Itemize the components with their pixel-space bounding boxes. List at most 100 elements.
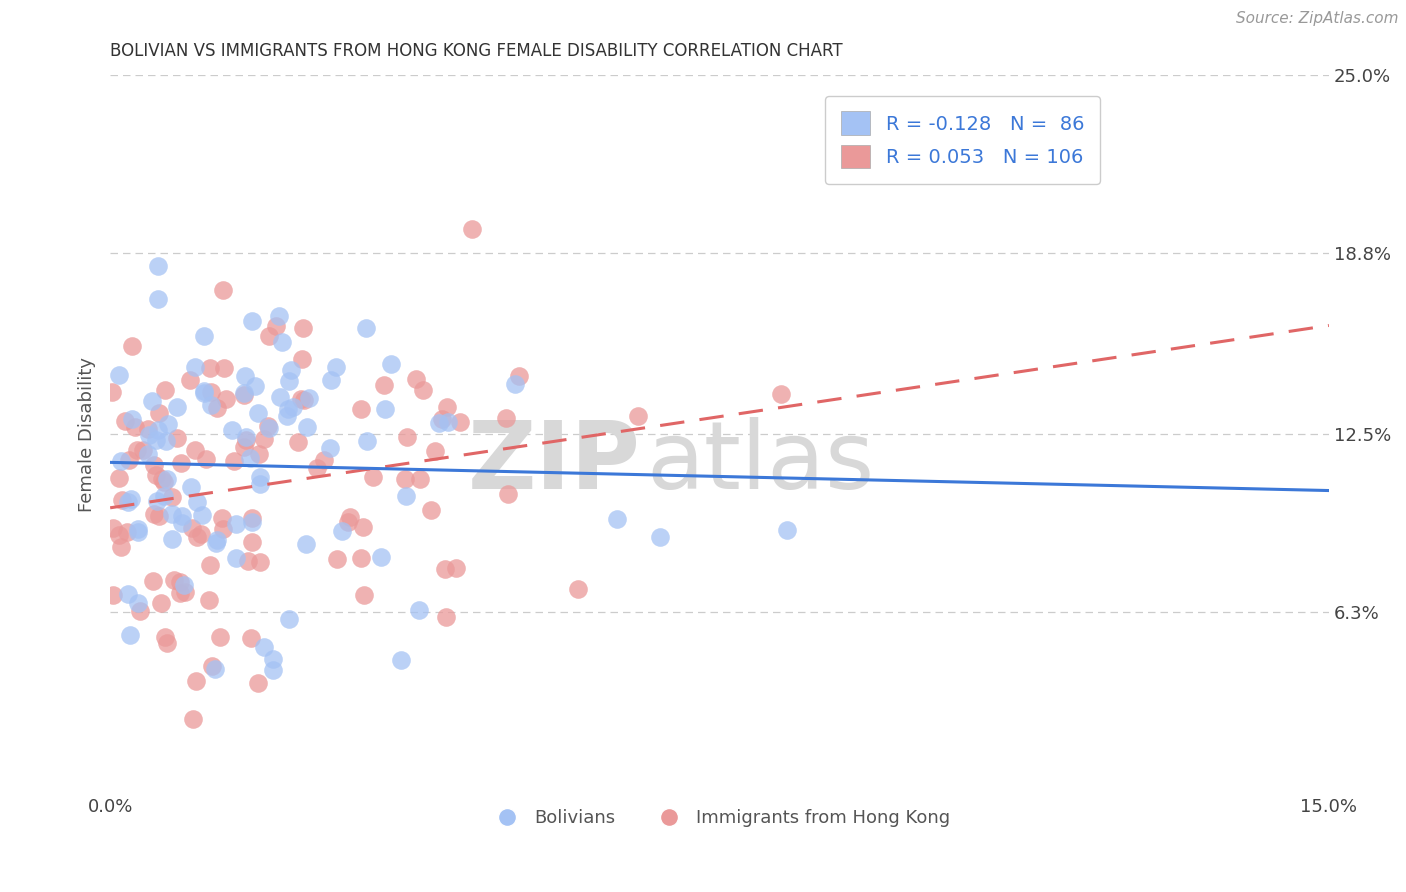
Point (155, 434, 177, 448)
Point (169, 586, 191, 600)
Point (495, 410, 517, 425)
Point (290, 352, 312, 367)
Point (170, 516, 193, 531)
Point (148, 292, 170, 306)
Point (319, 442, 342, 456)
Point (153, 475, 176, 490)
Point (252, 432, 274, 446)
Point (181, 712, 204, 726)
Point (225, 517, 247, 532)
Point (132, 442, 155, 457)
Point (307, 461, 329, 475)
Point (330, 524, 353, 539)
Point (770, 386, 793, 401)
Point (235, 430, 257, 444)
Point (208, 630, 231, 644)
Point (204, 662, 226, 676)
Point (190, 526, 212, 541)
Point (200, 361, 222, 376)
Point (238, 554, 260, 568)
Point (606, 512, 628, 526)
Point (115, 524, 138, 539)
Point (356, 434, 378, 448)
Point (114, 414, 136, 428)
Point (295, 536, 318, 550)
Point (336, 516, 359, 530)
Point (117, 494, 139, 508)
Point (148, 508, 170, 523)
Point (193, 384, 215, 398)
Point (264, 318, 287, 333)
Point (235, 433, 257, 447)
Point (174, 585, 197, 599)
Point (281, 400, 304, 414)
Point (205, 535, 228, 549)
Point (259, 329, 281, 343)
Point (107, 528, 129, 542)
Point (127, 522, 149, 536)
Point (152, 472, 174, 486)
Point (245, 378, 267, 392)
Point (326, 551, 349, 566)
Point (233, 368, 256, 383)
Point (567, 582, 589, 596)
Point (186, 495, 208, 509)
Point (211, 511, 233, 525)
Y-axis label: Female Disability: Female Disability (79, 357, 96, 512)
Point (240, 511, 263, 525)
Point (170, 457, 193, 471)
Point (496, 486, 519, 500)
Point (269, 309, 291, 323)
Point (353, 588, 375, 602)
Point (152, 489, 174, 503)
Point (166, 401, 188, 415)
Point (246, 406, 269, 420)
Point (160, 507, 183, 521)
Point (295, 420, 318, 434)
Point (191, 508, 214, 522)
Point (405, 372, 427, 386)
Point (430, 412, 453, 426)
Point (207, 533, 229, 547)
Point (180, 521, 202, 535)
Text: ZIP: ZIP (467, 417, 640, 509)
Point (222, 453, 245, 467)
Point (350, 551, 373, 566)
Point (262, 663, 284, 677)
Point (249, 476, 271, 491)
Point (155, 630, 177, 644)
Point (353, 520, 375, 534)
Point (200, 385, 222, 400)
Point (118, 628, 141, 642)
Point (193, 385, 215, 400)
Point (148, 423, 170, 437)
Point (292, 321, 315, 335)
Point (205, 401, 228, 416)
Point (157, 417, 180, 431)
Point (325, 359, 347, 374)
Point (257, 419, 280, 434)
Point (160, 533, 183, 547)
Point (212, 522, 235, 536)
Text: BOLIVIAN VS IMMIGRANTS FROM HONG KONG FEMALE DISABILITY CORRELATION CHART: BOLIVIAN VS IMMIGRANTS FROM HONG KONG FE… (110, 42, 842, 60)
Point (446, 561, 468, 575)
Point (232, 388, 254, 402)
Point (287, 434, 309, 449)
Point (118, 453, 141, 467)
Point (239, 451, 262, 466)
Point (103, 521, 125, 535)
Point (508, 369, 530, 384)
Point (124, 420, 146, 434)
Point (146, 493, 169, 508)
Point (110, 454, 132, 468)
Point (280, 363, 302, 377)
Point (271, 335, 294, 350)
Point (412, 383, 434, 397)
Point (339, 510, 361, 524)
Point (180, 480, 202, 494)
Point (169, 574, 191, 589)
Point (148, 406, 170, 420)
Point (200, 398, 222, 412)
Point (240, 314, 263, 328)
Point (143, 507, 166, 521)
